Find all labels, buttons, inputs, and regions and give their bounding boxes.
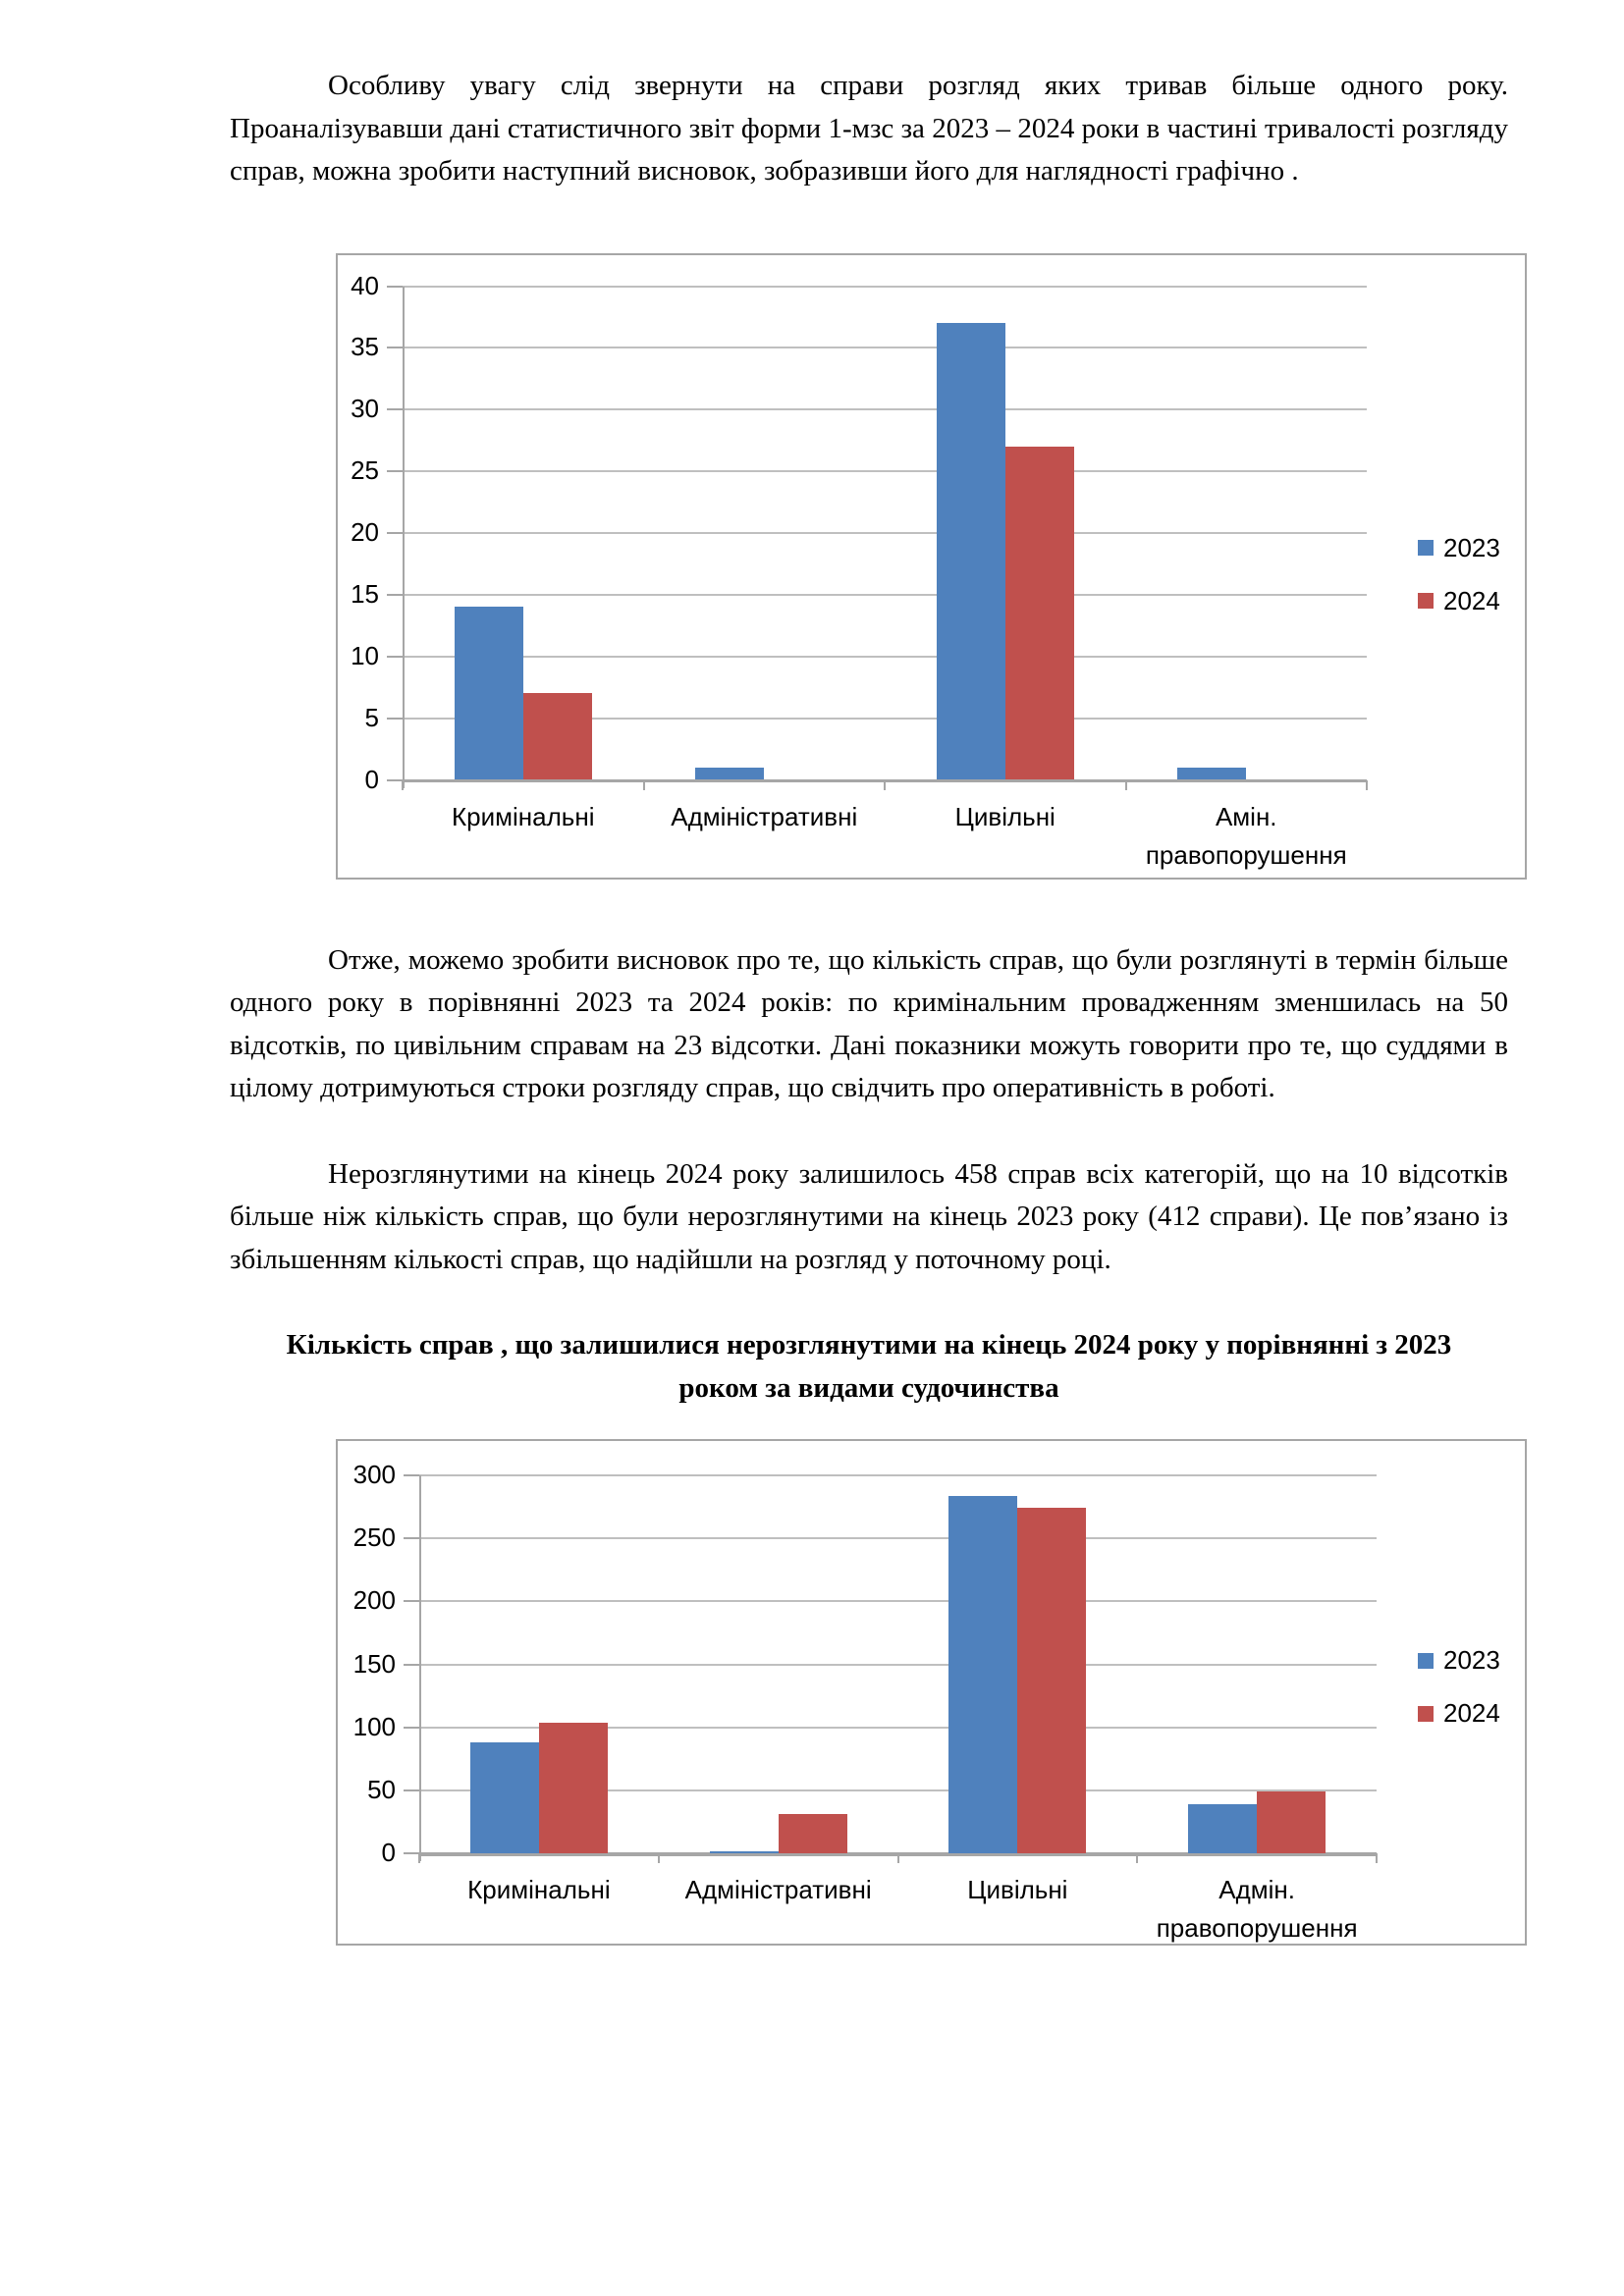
y-tick-label-300: 300 (352, 1460, 396, 1489)
bar-2023-category-2 (709, 1851, 779, 1853)
bar-2023-category-3 (936, 323, 1005, 780)
bar-2023-category-4 (1177, 767, 1247, 780)
x-boundary-tick-0 (402, 779, 404, 790)
bar-2024-category-2 (778, 1814, 847, 1853)
x-category-label-4: Амін. правопорушення (1145, 801, 1347, 870)
y-tick-10 (387, 655, 403, 658)
legend-label-2023: 2023 (1443, 1645, 1500, 1675)
x-boundary-tick-3 (1124, 779, 1127, 790)
paragraph-review-duration: Особливу увагу слід звернути на справи р… (230, 70, 1508, 187)
y-tick-label-20: 20 (351, 517, 379, 547)
gridline-200 (419, 1600, 1377, 1603)
y-tick-100 (404, 1726, 419, 1729)
gridline-35 (403, 347, 1367, 349)
bar-2023-category-1 (469, 1742, 539, 1853)
y-axis-line (403, 286, 405, 788)
y-tick-5 (387, 717, 403, 720)
x-category-label-3: Цивільні (967, 1875, 1068, 1904)
y-tick-label-250: 250 (352, 1522, 396, 1553)
y-tick-label-0: 0 (381, 1838, 396, 1867)
bar-2024-category-3 (1017, 1508, 1087, 1853)
gridline-10 (403, 655, 1367, 658)
x-category-label-1: Кримінальні (467, 1875, 611, 1904)
bar-2023-category-3 (948, 1495, 1018, 1853)
x-boundary-tick-4 (1376, 1853, 1378, 1863)
legend-item-2024: 2024 (1418, 586, 1500, 616)
y-tick-300 (404, 1474, 419, 1476)
y-axis-line (419, 1475, 421, 1861)
y-tick-0 (404, 1852, 419, 1854)
y-tick-25 (387, 470, 403, 473)
y-tick-label-35: 35 (351, 332, 379, 362)
legend-swatch-2024 (1418, 593, 1434, 609)
y-tick-50 (404, 1789, 419, 1791)
bar-2023-category-2 (695, 767, 765, 780)
paragraph-conclusion: Отже, можемо зробити висновок про те, що… (230, 943, 1508, 1104)
gridline-30 (403, 408, 1367, 411)
gridline-40 (403, 285, 1367, 288)
legend-swatch-2023 (1418, 1652, 1434, 1669)
legend-item-2024: 2024 (1418, 1698, 1500, 1729)
y-tick-35 (387, 347, 403, 349)
y-tick-label-200: 200 (352, 1585, 396, 1616)
x-category-label-2: Адміністративні (671, 801, 858, 831)
y-tick-0 (387, 778, 403, 781)
bar-2024-category-4 (1257, 1791, 1326, 1853)
bar-chart-cases-over-one-year: 0 5 10 15 20 25 30 35 40 Кримінальні Адміністратив… (336, 252, 1527, 880)
y-tick-label-30: 30 (351, 394, 379, 424)
x-boundary-tick-3 (1136, 1853, 1139, 1863)
bar-2023-category-4 (1188, 1803, 1258, 1853)
gridline-150 (419, 1663, 1377, 1666)
x-category-label-3: Цивільні (954, 801, 1056, 831)
y-tick-label-150: 150 (352, 1648, 396, 1679)
legend-swatch-2023 (1418, 540, 1434, 556)
x-category-label-2: Адміністративні (684, 1875, 872, 1904)
y-tick-label-5: 5 (364, 702, 379, 732)
gridline-20 (403, 532, 1367, 534)
chart2-heading: Кількість справ , що залишилися нерозгля… (286, 1329, 1452, 1404)
y-tick-40 (387, 285, 403, 288)
bar-chart-pending-cases: 0 50 100 150 200 250 300 Кримінальні Адміністрат… (336, 1439, 1527, 1946)
legend-item-2023: 2023 (1418, 533, 1500, 563)
bar-2024-category-1 (522, 693, 592, 780)
y-tick-label-15: 15 (351, 578, 379, 609)
legend-label-2023: 2023 (1443, 532, 1500, 562)
legend-item-2023: 2023 (1418, 1645, 1500, 1676)
x-boundary-tick-2 (884, 779, 886, 790)
y-tick-250 (404, 1537, 419, 1540)
y-tick-label-10: 10 (351, 640, 379, 670)
gridline-250 (419, 1537, 1377, 1540)
x-boundary-tick-4 (1366, 779, 1368, 790)
legend-label-2024: 2024 (1443, 1698, 1500, 1728)
x-boundary-tick-2 (896, 1853, 899, 1863)
x-category-label-1: Кримінальні (452, 801, 595, 831)
gridline-25 (403, 470, 1367, 473)
y-tick-label-100: 100 (352, 1711, 396, 1741)
y-tick-200 (404, 1600, 419, 1603)
x-boundary-tick-0 (418, 1853, 420, 1863)
y-tick-label-25: 25 (351, 455, 379, 486)
x-boundary-tick-1 (642, 779, 645, 790)
bar-2023-category-1 (454, 607, 523, 780)
x-boundary-tick-1 (657, 1853, 660, 1863)
y-tick-15 (387, 593, 403, 596)
gridline-5 (403, 717, 1367, 720)
legend-label-2024: 2024 (1443, 585, 1500, 615)
y-tick-label-0: 0 (364, 764, 379, 794)
gridline-300 (419, 1474, 1377, 1476)
gridline-15 (403, 593, 1367, 596)
legend-swatch-2024 (1418, 1705, 1434, 1722)
gridline-50 (419, 1789, 1377, 1791)
y-tick-150 (404, 1663, 419, 1666)
y-tick-20 (387, 532, 403, 534)
bar-2024-category-1 (538, 1722, 608, 1853)
gridline-100 (419, 1726, 1377, 1729)
x-category-label-4: Адмін. правопорушення (1156, 1875, 1358, 1943)
bar-2024-category-3 (1004, 446, 1074, 780)
y-tick-30 (387, 408, 403, 411)
paragraph-pending-cases: Нерозглянутими на кінець 2024 року залиш… (230, 1157, 1508, 1275)
y-tick-label-50: 50 (367, 1774, 396, 1804)
y-tick-label-40: 40 (351, 270, 379, 300)
